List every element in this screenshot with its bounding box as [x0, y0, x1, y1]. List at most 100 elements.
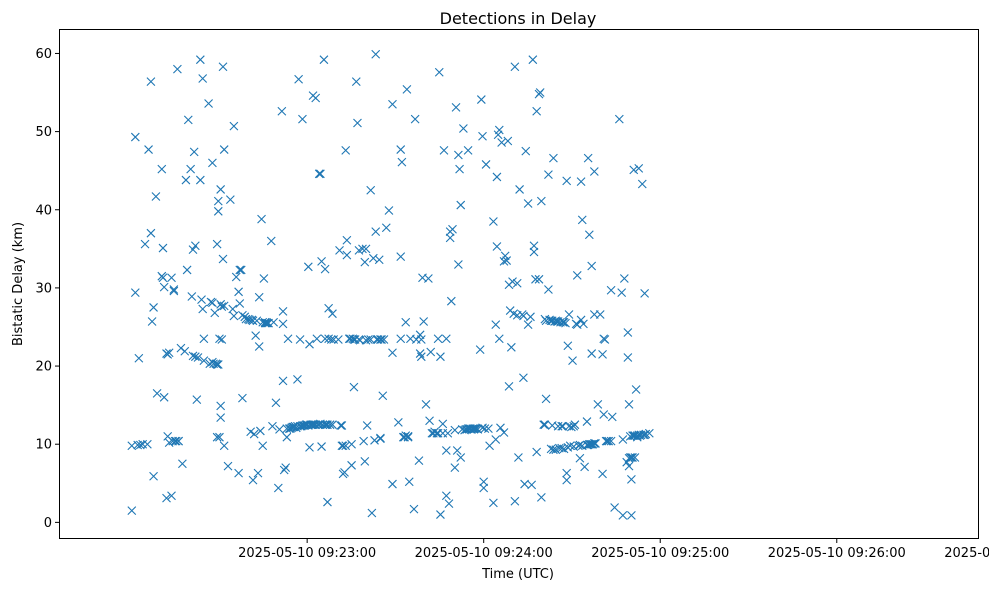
data-point — [358, 244, 367, 254]
data-point — [455, 164, 464, 174]
data-point — [607, 412, 617, 422]
data-point — [217, 302, 227, 312]
data-point — [152, 389, 162, 398]
data-point — [278, 306, 288, 316]
data-point — [130, 288, 140, 297]
data-point — [192, 395, 202, 405]
chart-title: Detections in Delay — [440, 9, 597, 28]
data-point — [376, 434, 385, 444]
data-point — [325, 420, 335, 430]
data-point — [419, 317, 429, 326]
data-point — [562, 176, 572, 186]
data-point — [598, 349, 607, 359]
data-point — [519, 311, 528, 321]
data-point — [529, 241, 539, 251]
data-point — [195, 55, 205, 65]
data-point — [577, 215, 587, 225]
data-point — [575, 453, 585, 463]
data-point — [627, 453, 636, 462]
data-point — [219, 441, 229, 451]
data-point — [446, 296, 456, 306]
data-point — [570, 420, 580, 430]
data-point — [303, 262, 313, 272]
data-point — [190, 241, 200, 251]
data-point — [277, 106, 287, 116]
data-point — [159, 282, 169, 292]
data-point — [254, 342, 264, 351]
data-point — [182, 265, 192, 275]
data-point — [479, 477, 489, 487]
data-point — [359, 436, 369, 446]
data-point — [540, 420, 550, 430]
data-point — [535, 88, 545, 97]
data-point — [532, 106, 542, 116]
data-point — [275, 424, 284, 434]
data-point — [450, 463, 460, 473]
data-point — [338, 441, 348, 451]
data-point — [523, 320, 533, 330]
data-point — [520, 479, 529, 489]
data-point — [169, 286, 179, 296]
data-point — [216, 185, 226, 194]
x-axis-label: Time (UTC) — [481, 567, 554, 582]
data-point — [254, 292, 264, 302]
data-point — [324, 303, 334, 313]
data-point — [370, 435, 379, 445]
data-point — [634, 163, 644, 173]
data-point — [158, 243, 168, 253]
data-point — [321, 420, 331, 430]
data-point — [453, 260, 463, 269]
data-point — [561, 318, 570, 328]
data-point — [423, 274, 433, 283]
data-point — [623, 353, 633, 362]
data-point — [393, 417, 403, 427]
data-point — [142, 439, 152, 449]
data-point — [326, 335, 336, 344]
data-point — [260, 318, 270, 328]
data-point — [362, 421, 372, 430]
data-point — [416, 335, 426, 344]
data-point — [528, 55, 538, 65]
data-point — [337, 441, 347, 451]
data-point — [328, 309, 337, 319]
data-point — [170, 436, 180, 446]
data-point — [366, 185, 376, 195]
data-point — [186, 164, 196, 174]
data-point — [337, 421, 347, 430]
data-point — [371, 49, 381, 59]
data-point — [258, 441, 268, 451]
data-point — [436, 510, 445, 519]
data-point — [451, 102, 461, 112]
data-point — [188, 351, 198, 361]
data-point — [257, 214, 266, 224]
data-point — [216, 413, 226, 423]
data-point — [439, 145, 449, 155]
data-point — [549, 445, 558, 455]
data-point — [536, 492, 546, 502]
data-point — [248, 475, 258, 485]
data-point — [441, 491, 451, 501]
data-point — [248, 316, 258, 326]
data-point — [215, 432, 224, 442]
data-point — [479, 483, 489, 493]
data-point — [130, 132, 140, 142]
x-tick-label: 2025-05-10 09:26:00 — [768, 546, 906, 561]
data-point — [639, 430, 648, 440]
data-point — [158, 273, 168, 283]
data-point — [641, 429, 651, 439]
data-point — [443, 428, 453, 438]
data-point — [228, 304, 238, 314]
data-point — [199, 334, 209, 344]
data-point — [510, 62, 520, 72]
data-point — [604, 436, 614, 446]
data-point — [637, 179, 647, 189]
data-point — [515, 185, 524, 194]
data-point — [381, 223, 391, 233]
data-point — [531, 274, 540, 284]
x-axis: 2025-05-10 09:23:00 2025-05-10 09:24:00 20… — [238, 538, 989, 561]
data-point — [583, 153, 593, 163]
data-point — [512, 278, 522, 288]
data-point — [644, 428, 654, 438]
data-point — [340, 467, 349, 477]
data-point — [558, 317, 568, 327]
